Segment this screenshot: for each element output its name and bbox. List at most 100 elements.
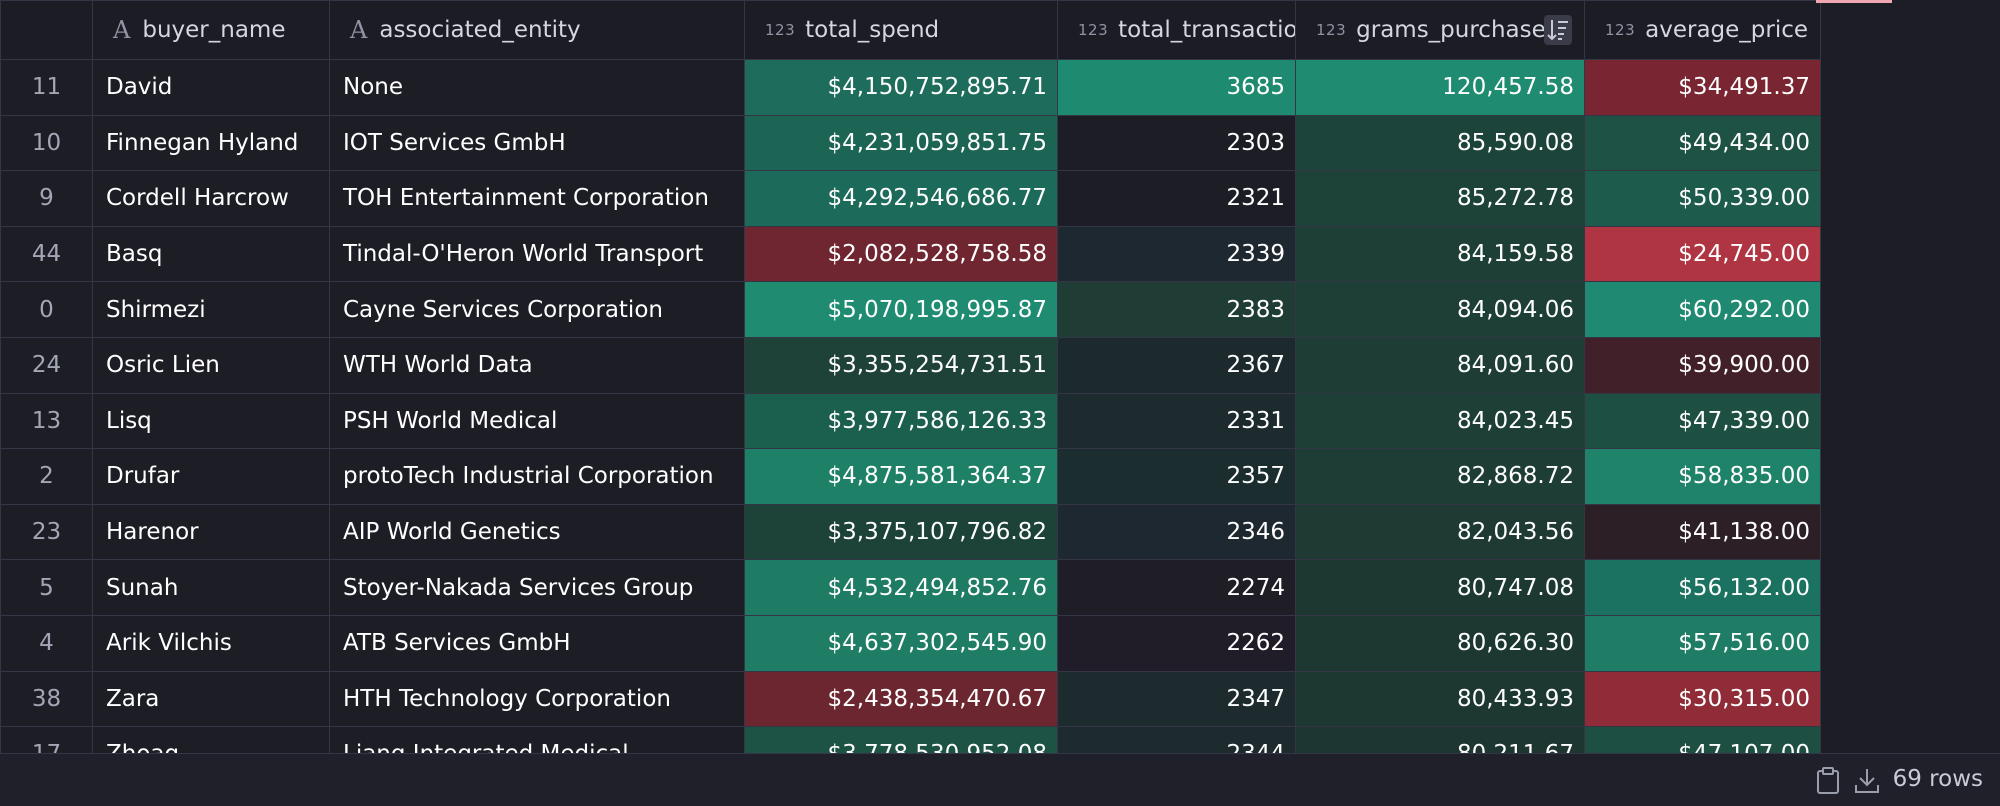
row-index[interactable]: 5 [0, 559, 93, 616]
table-row[interactable]: 44 Basq Tindal-O'Heron World Transport $2,0… [0, 225, 1821, 283]
cell-grams-purchased[interactable]: 84,094.06 [1295, 281, 1585, 338]
cell-associated-entity[interactable]: TOH Entertainment Corporation [329, 170, 745, 227]
cell-total-spend[interactable]: $4,637,302,545.90 [744, 614, 1058, 672]
table-row[interactable]: 17ZhoaqLiang Integrated Medical$3,778,53… [0, 726, 1821, 753]
column-header-total-transactions[interactable]: 123 total_transactio [1057, 0, 1296, 60]
cell-associated-entity[interactable]: protoTech Industrial Corporation [329, 448, 745, 505]
cell-buyer-name[interactable]: Basq [92, 225, 330, 283]
table-row[interactable]: 0 Shirmezi Cayne Services Corporation $5,07… [0, 281, 1821, 338]
table-row[interactable]: 11 David None $4,150,752,895.71 3685 120,457.… [0, 59, 1821, 116]
cell-total-transactions[interactable]: 2383 [1057, 281, 1296, 338]
row-index[interactable]: 11 [0, 59, 93, 116]
row-index[interactable]: 10 [0, 114, 93, 172]
cell-total-transactions[interactable]: 2344 [1057, 726, 1296, 753]
cell-total-transactions[interactable]: 2346 [1057, 503, 1296, 561]
row-index[interactable]: 9 [0, 170, 93, 227]
cell-buyer-name[interactable]: Shirmezi [92, 281, 330, 338]
cell-average-price[interactable]: $47,339.00 [1584, 392, 1821, 450]
cell-associated-entity[interactable]: AIP World Genetics [329, 503, 745, 561]
row-index[interactable]: 44 [0, 225, 93, 283]
cell-total-transactions[interactable]: 2367 [1057, 336, 1296, 394]
cell-associated-entity[interactable]: None [329, 59, 745, 116]
cell-total-spend[interactable]: $4,150,752,895.71 [744, 59, 1058, 116]
cell-total-spend[interactable]: $4,532,494,852.76 [744, 559, 1058, 616]
column-header-total-spend[interactable]: 123 total_spend [744, 0, 1058, 60]
cell-buyer-name[interactable]: Harenor [92, 503, 330, 561]
cell-associated-entity[interactable]: IOT Services GmbH [329, 114, 745, 172]
table-row[interactable]: 2 Drufar protoTech Industrial Corporation $… [0, 448, 1821, 505]
cell-total-spend[interactable]: $3,355,254,731.51 [744, 336, 1058, 394]
cell-total-transactions[interactable]: 2331 [1057, 392, 1296, 450]
cell-grams-purchased[interactable]: 85,272.78 [1295, 170, 1585, 227]
cell-total-spend[interactable]: $4,292,546,686.77 [744, 170, 1058, 227]
cell-total-transactions[interactable]: 2303 [1057, 114, 1296, 172]
cell-associated-entity[interactable]: Stoyer-Nakada Services Group [329, 559, 745, 616]
cell-average-price[interactable]: $57,516.00 [1584, 614, 1821, 672]
cell-associated-entity[interactable]: PSH World Medical [329, 392, 745, 450]
cell-average-price[interactable]: $50,339.00 [1584, 170, 1821, 227]
row-index[interactable]: 13 [0, 392, 93, 450]
cell-grams-purchased[interactable]: 120,457.58 [1295, 59, 1585, 116]
cell-average-price[interactable]: $39,900.00 [1584, 336, 1821, 394]
cell-buyer-name[interactable]: Cordell Harcrow [92, 170, 330, 227]
cell-grams-purchased[interactable]: 80,626.30 [1295, 614, 1585, 672]
cell-grams-purchased[interactable]: 80,211.67 [1295, 726, 1585, 753]
cell-buyer-name[interactable]: Zhoaq [92, 726, 330, 753]
table-row[interactable]: 23 Harenor AIP World Genetics $3,375,107,79… [0, 503, 1821, 561]
cell-associated-entity[interactable]: Tindal-O'Heron World Transport [329, 225, 745, 283]
cell-associated-entity[interactable]: ATB Services GmbH [329, 614, 745, 672]
cell-buyer-name[interactable]: Lisq [92, 392, 330, 450]
cell-total-transactions[interactable]: 2347 [1057, 670, 1296, 728]
row-index[interactable]: 24 [0, 336, 93, 394]
cell-grams-purchased[interactable]: 80,433.93 [1295, 670, 1585, 728]
cell-total-spend[interactable]: $3,977,586,126.33 [744, 392, 1058, 450]
table-row[interactable]: 13 Lisq PSH World Medical $3,977,586,126.33… [0, 392, 1821, 450]
clipboard-icon[interactable] [1816, 767, 1840, 799]
cell-total-spend[interactable]: $3,375,107,796.82 [744, 503, 1058, 561]
cell-total-transactions[interactable]: 2274 [1057, 559, 1296, 616]
table-row[interactable]: 9 Cordell Harcrow TOH Entertainment Corpor… [0, 170, 1821, 227]
cell-grams-purchased[interactable]: 82,868.72 [1295, 448, 1585, 505]
cell-grams-purchased[interactable]: 80,747.08 [1295, 559, 1585, 616]
cell-buyer-name[interactable]: Osric Lien [92, 336, 330, 394]
cell-average-price[interactable]: $56,132.00 [1584, 559, 1821, 616]
row-index[interactable]: 17 [0, 726, 93, 753]
table-row[interactable]: 38 Zara HTH Technology Corporation $2,438,3… [0, 670, 1821, 728]
cell-buyer-name[interactable]: David [92, 59, 330, 116]
cell-buyer-name[interactable]: Drufar [92, 448, 330, 505]
cell-buyer-name[interactable]: Arik Vilchis [92, 614, 330, 672]
cell-associated-entity[interactable]: Liang Integrated Medical [329, 726, 745, 753]
cell-total-transactions[interactable]: 2262 [1057, 614, 1296, 672]
cell-total-spend[interactable]: $2,438,354,470.67 [744, 670, 1058, 728]
cell-total-spend[interactable]: $4,875,581,364.37 [744, 448, 1058, 505]
cell-associated-entity[interactable]: Cayne Services Corporation [329, 281, 745, 338]
cell-total-transactions[interactable]: 2339 [1057, 225, 1296, 283]
cell-average-price[interactable]: $30,315.00 [1584, 670, 1821, 728]
cell-total-transactions[interactable]: 2357 [1057, 448, 1296, 505]
row-index[interactable]: 2 [0, 448, 93, 505]
table-row[interactable]: 5 Sunah Stoyer-Nakada Services Group $4,532… [0, 559, 1821, 616]
cell-average-price[interactable]: $34,491.37 [1584, 59, 1821, 116]
cell-grams-purchased[interactable]: 82,043.56 [1295, 503, 1585, 561]
cell-buyer-name[interactable]: Sunah [92, 559, 330, 616]
cell-associated-entity[interactable]: WTH World Data [329, 336, 745, 394]
cell-total-spend[interactable]: $4,231,059,851.75 [744, 114, 1058, 172]
cell-grams-purchased[interactable]: 84,023.45 [1295, 392, 1585, 450]
cell-buyer-name[interactable]: Zara [92, 670, 330, 728]
cell-buyer-name[interactable]: Finnegan Hyland [92, 114, 330, 172]
cell-total-spend[interactable]: $2,082,528,758.58 [744, 225, 1058, 283]
cell-total-transactions[interactable]: 3685 [1057, 59, 1296, 116]
row-index[interactable]: 4 [0, 614, 93, 672]
cell-total-spend[interactable]: $3,778,530,952.08 [744, 726, 1058, 753]
download-icon[interactable] [1854, 767, 1880, 799]
row-index[interactable]: 0 [0, 281, 93, 338]
cell-grams-purchased[interactable]: 85,590.08 [1295, 114, 1585, 172]
sort-desc-icon[interactable] [1544, 15, 1572, 45]
cell-average-price[interactable]: $41,138.00 [1584, 503, 1821, 561]
cell-associated-entity[interactable]: HTH Technology Corporation [329, 670, 745, 728]
cell-grams-purchased[interactable]: 84,091.60 [1295, 336, 1585, 394]
table-row[interactable]: 4 Arik Vilchis ATB Services GmbH $4,637,302… [0, 614, 1821, 672]
table-row[interactable]: 10 Finnegan Hyland IOT Services GmbH $4,231… [0, 114, 1821, 172]
